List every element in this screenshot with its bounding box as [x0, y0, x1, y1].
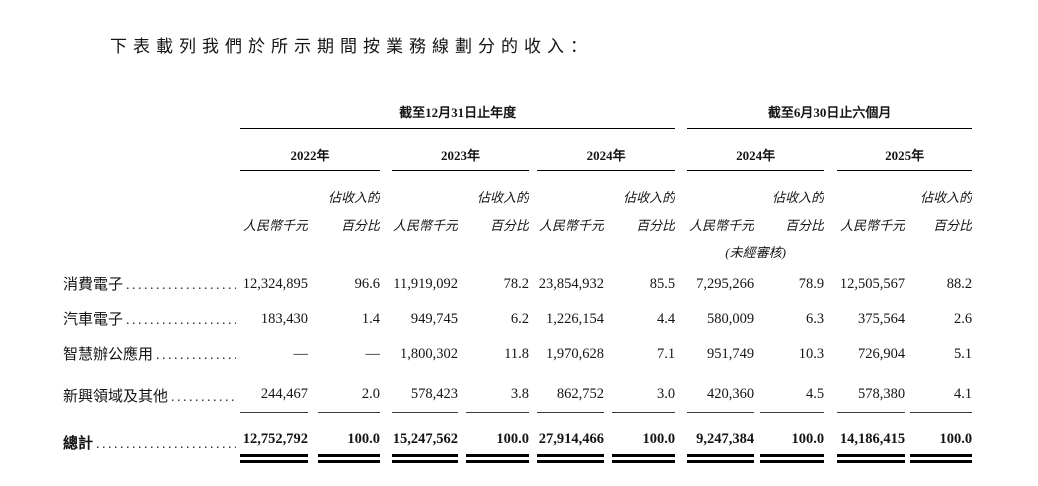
amount-unit-header: 人民幣千元 — [242, 217, 308, 233]
amount-unit-header: 人民幣千元 — [538, 217, 604, 233]
dot-leader — [171, 389, 236, 406]
table-row-consumer-electronics: 消費電子 12,324,895 96.6 11,919,092 78.2 23,… — [63, 264, 972, 300]
cell-percent: 4.4 — [657, 311, 676, 328]
cell-percent: 10.3 — [798, 346, 825, 363]
cell-percent: 3.0 — [612, 370, 676, 413]
share-header: 佔收入的 — [327, 189, 380, 205]
unit-header-row: 人民幣千元 百分比 人民幣千元 百分比 人民幣千元 百分比 人民幣千元 百分比 … — [63, 208, 972, 236]
unaudited-note: (未經審核) — [725, 244, 786, 260]
cell-percent: 2.6 — [954, 311, 973, 328]
percent-header: 百分比 — [636, 217, 676, 233]
cell-amount: 578,380 — [837, 370, 906, 413]
dot-leader — [126, 312, 236, 329]
amount-unit-header: 人民幣千元 — [840, 217, 906, 233]
table-row-emerging-and-others: 新興領域及其他 244,467 2.0 578,423 3.8 862,752 … — [63, 370, 973, 413]
cell-amount: 11,919,092 — [393, 276, 458, 293]
amount-unit-header: 人民幣千元 — [392, 217, 458, 233]
cell-amount: 420,360 — [687, 370, 755, 413]
cell-amount: 726,904 — [858, 346, 906, 363]
cell-percent: 5.1 — [954, 346, 973, 363]
cell-percent: 4.5 — [760, 370, 825, 413]
cell-amount: 244,467 — [240, 370, 308, 413]
total-percent: 100.0 — [466, 412, 529, 463]
year-header-row: 2022年 2023年 2024年 2024年 2025年 — [63, 128, 973, 171]
cell-percent: 3.8 — [466, 370, 529, 413]
year-header-2023: 2023年 — [392, 128, 529, 171]
cell-percent: 78.2 — [503, 276, 529, 293]
cell-amount: 951,749 — [707, 346, 755, 363]
cell-amount: 12,505,567 — [839, 276, 906, 293]
row-label: 新興領域及其他 — [63, 388, 169, 405]
year-header-2024: 2024年 — [537, 128, 676, 171]
table-row-total: 總計 12,752,792 100.0 15,247,562 100.0 27,… — [63, 412, 973, 463]
cell-percent: 7.1 — [657, 346, 676, 363]
cell-amount: 578,423 — [392, 370, 458, 413]
total-percent: 100.0 — [910, 412, 973, 463]
table-row-automotive-electronics: 汽車電子 183,430 1.4 949,745 6.2 1,226,154 4… — [63, 300, 972, 335]
cell-amount: — — [293, 346, 309, 363]
year-header-2024-interim: 2024年 — [687, 128, 825, 171]
cell-percent: 78.9 — [798, 276, 825, 293]
share-header: 佔收入的 — [623, 189, 676, 205]
unaudited-note-row: (未經審核) — [63, 236, 972, 264]
cell-amount: 949,745 — [410, 311, 458, 328]
cell-percent: 11.8 — [504, 346, 529, 363]
revenue-by-business-line-table: 截至12月31日止年度 截至6月30日止六個月 2022年 2023年 2024… — [63, 95, 973, 463]
row-label: 消費電子 — [63, 276, 124, 293]
total-amount: 15,247,562 — [392, 412, 458, 463]
total-percent: 100.0 — [318, 412, 380, 463]
cell-amount: 23,854,932 — [538, 276, 604, 293]
cell-percent: 4.1 — [910, 370, 973, 413]
percent-header: 百分比 — [340, 217, 380, 233]
cell-amount: 1,226,154 — [546, 311, 604, 328]
cell-percent: 85.5 — [649, 276, 676, 293]
amount-unit-header: 人民幣千元 — [689, 217, 755, 233]
row-label: 汽車電子 — [63, 311, 124, 328]
cell-amount: 1,800,302 — [400, 346, 458, 363]
percent-header: 百分比 — [785, 217, 825, 233]
share-header: 佔收入的 — [772, 189, 825, 205]
cell-amount: 183,430 — [260, 311, 308, 328]
total-amount: 27,914,466 — [537, 412, 604, 463]
total-amount: 14,186,415 — [837, 412, 906, 463]
total-amount: 12,752,792 — [240, 412, 308, 463]
cell-amount: 580,009 — [707, 311, 755, 328]
share-of-revenue-header-row: 佔收入的 佔收入的 佔收入的 佔收入的 佔收入的 — [63, 170, 972, 208]
cell-percent: 2.0 — [318, 370, 380, 413]
dot-leader — [96, 436, 236, 453]
cell-percent: 88.2 — [946, 276, 973, 293]
cell-percent: — — [365, 346, 381, 363]
percent-header: 百分比 — [489, 217, 529, 233]
cell-amount: 862,752 — [537, 370, 604, 413]
dot-leader — [156, 347, 236, 364]
total-row-label: 總計 — [63, 435, 94, 452]
share-header: 佔收入的 — [476, 189, 529, 205]
cell-percent: 96.6 — [354, 276, 380, 293]
share-header: 佔收入的 — [920, 189, 973, 205]
cell-amount: 1,970,628 — [546, 346, 604, 363]
total-percent: 100.0 — [760, 412, 825, 463]
cell-amount: 7,295,266 — [696, 276, 755, 293]
dot-leader — [126, 277, 236, 294]
cell-amount: 375,564 — [858, 311, 906, 328]
row-label: 智慧辦公應用 — [63, 346, 154, 363]
cell-percent: 6.2 — [510, 311, 529, 328]
percent-header: 百分比 — [933, 217, 973, 233]
year-header-2022: 2022年 — [240, 128, 380, 171]
total-amount: 9,247,384 — [687, 412, 755, 463]
cell-amount: 12,324,895 — [242, 276, 308, 293]
period-group-annual: 截至12月31日止年度 — [240, 95, 676, 129]
table-row-smart-office: 智慧辦公應用 — — 1,800,302 11.8 1,970,628 7.1 … — [63, 335, 972, 370]
page-title: 下表載列我們於所示期間按業務線劃分的收入： — [110, 37, 593, 56]
period-group-interim: 截至6月30日止六個月 — [687, 95, 973, 129]
year-header-2025: 2025年 — [837, 128, 973, 171]
period-group-header-row: 截至12月31日止年度 截至6月30日止六個月 — [63, 95, 973, 129]
total-percent: 100.0 — [612, 412, 676, 463]
cell-percent: 6.3 — [806, 311, 825, 328]
cell-percent: 1.4 — [361, 311, 380, 328]
